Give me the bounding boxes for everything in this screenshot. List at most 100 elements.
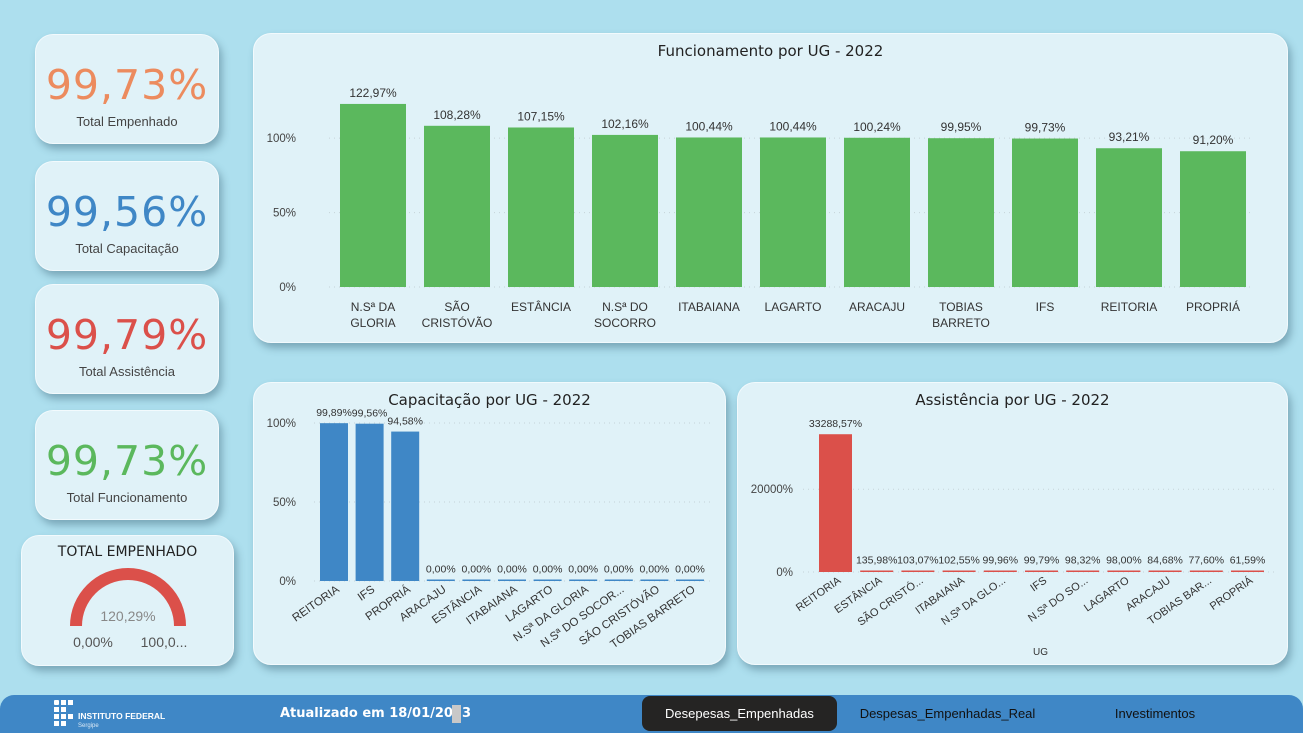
- x-tick-label: PROPRIÁ: [1186, 299, 1240, 314]
- funcionamento-bar-chart: 0% 50% 100% 122,97% N.Sª DA GLORIA 108,28% SÃOC…: [267, 86, 1254, 330]
- bar[interactable]: [391, 431, 420, 581]
- bar[interactable]: [462, 579, 491, 582]
- y-tick-label: 20000%: [751, 484, 793, 496]
- bar[interactable]: [760, 137, 826, 287]
- bar[interactable]: [498, 579, 526, 582]
- kpi-value: 99,79%: [45, 311, 209, 359]
- bar[interactable]: [426, 579, 455, 582]
- x-tick-label: IFS: [1028, 575, 1049, 595]
- x-tick-label: GLORIA: [350, 316, 395, 330]
- x-tick-label: LAGARTO: [1082, 574, 1132, 614]
- bar[interactable]: [928, 138, 994, 287]
- data-label: 100,44%: [685, 119, 733, 133]
- bar[interactable]: [640, 579, 669, 582]
- bar[interactable]: [983, 570, 1017, 573]
- tab-despesas-empenhadas-real[interactable]: Despesas_Empenhadas_Real: [859, 706, 1036, 721]
- bar[interactable]: [819, 434, 852, 572]
- data-label: 102,55%: [938, 555, 979, 567]
- bar[interactable]: [1107, 570, 1141, 573]
- data-label: 91,20%: [1193, 133, 1234, 147]
- kpi-card-total-capacitacao: 99,56% Total Capacitação: [35, 161, 219, 271]
- bar[interactable]: [1066, 570, 1100, 573]
- bar[interactable]: [424, 125, 490, 287]
- data-label: 100,24%: [853, 120, 901, 134]
- data-label: 99,89%: [316, 407, 352, 419]
- bar[interactable]: [1189, 570, 1223, 573]
- bar[interactable]: [1096, 148, 1162, 287]
- y-tick-label: 50%: [273, 208, 296, 220]
- gauge-card: TOTAL EMPENHADO 120,29% 0,00% 100,0...: [21, 535, 234, 666]
- kpi-label: Total Empenhado: [76, 114, 178, 129]
- kpi-label: Total Assistência: [78, 364, 176, 379]
- data-label: 0,00%: [604, 564, 634, 576]
- bar[interactable]: [1012, 138, 1078, 287]
- cursor-marker: [452, 705, 461, 723]
- x-tick-label: BARRETO: [932, 316, 990, 330]
- data-label: 122,97%: [349, 86, 397, 100]
- y-tick-label: 0%: [776, 567, 793, 579]
- data-label: 77,60%: [1188, 555, 1224, 567]
- x-tick-label: PROPRIÁ: [1207, 573, 1256, 612]
- x-tick-label: LAGARTO: [765, 300, 822, 314]
- gauge-min-label: 0,00%: [73, 634, 113, 650]
- funcionamento-chart-card: Funcionamento por UG - 2022 0% 50% 100% 122…: [253, 33, 1288, 343]
- x-tick-label: ESTÂNCIA: [511, 299, 571, 314]
- y-tick-label: 100%: [267, 418, 296, 430]
- data-label: 100,44%: [769, 119, 817, 133]
- gauge-max-label: 100,0...: [141, 634, 188, 650]
- data-label: 99,96%: [982, 555, 1018, 567]
- bar[interactable]: [1180, 151, 1246, 287]
- bar[interactable]: [320, 423, 348, 581]
- bar[interactable]: [569, 579, 598, 582]
- bar[interactable]: [340, 103, 406, 287]
- data-label: 99,73%: [1025, 121, 1066, 135]
- bar[interactable]: [942, 570, 976, 573]
- data-label: 99,79%: [1024, 555, 1060, 567]
- data-label: 103,07%: [897, 555, 938, 567]
- data-label: 99,95%: [941, 120, 982, 134]
- data-label: 135,98%: [856, 555, 897, 567]
- data-label: 0,00%: [675, 564, 705, 576]
- x-tick-label: REITORIA: [1101, 300, 1157, 314]
- x-tick-label: ITABAIANA: [678, 300, 740, 314]
- gauge-value-label: 120,29%: [100, 608, 155, 624]
- data-label: 98,00%: [1106, 555, 1142, 567]
- data-label: 0,00%: [462, 564, 492, 576]
- bar[interactable]: [676, 137, 742, 287]
- bar[interactable]: [676, 579, 704, 582]
- kpi-card-total-empenhado: 99,73% Total Empenhado: [35, 34, 219, 144]
- bar[interactable]: [1231, 570, 1264, 573]
- data-label: 93,21%: [1109, 130, 1150, 144]
- data-label: 33288,57%: [809, 418, 862, 430]
- bar[interactable]: [533, 579, 562, 582]
- tab-desepesas-empenhadas[interactable]: Desepesas_Empenhadas: [642, 696, 837, 731]
- gauge-arc: [70, 568, 186, 626]
- bar[interactable]: [1148, 570, 1182, 573]
- bar[interactable]: [592, 134, 658, 287]
- bar[interactable]: [508, 127, 574, 287]
- gauge-chart: 120,29% 0,00% 100,0...: [70, 568, 188, 650]
- x-tick-label: SOCORRO: [594, 316, 656, 330]
- data-label: 0,00%: [640, 564, 670, 576]
- bar[interactable]: [1025, 570, 1058, 573]
- chart-title: Capacitação por UG - 2022: [388, 391, 591, 409]
- last-updated-text: Atualizado em 18/01/2023: [280, 706, 472, 721]
- data-label: 107,15%: [517, 109, 565, 123]
- data-label: 0,00%: [533, 564, 563, 576]
- x-tick-label: N.Sª DO: [602, 300, 648, 314]
- assistencia-chart-card: Assistência por UG - 2022 0% 20000% 33288,…: [737, 382, 1288, 665]
- data-label: 61,59%: [1230, 555, 1266, 567]
- x-axis-title: UG: [1033, 647, 1048, 658]
- tab-investimentos[interactable]: Investimentos: [1114, 706, 1196, 721]
- bar[interactable]: [355, 423, 384, 581]
- y-tick-label: 0%: [279, 576, 296, 588]
- bar[interactable]: [901, 570, 935, 573]
- capacitacao-chart-card: Capacitação por UG - 2022 0% 50% 100% 99,89…: [253, 382, 726, 665]
- gauge-title: TOTAL EMPENHADO: [57, 544, 198, 560]
- bar[interactable]: [604, 579, 633, 582]
- y-tick-label: 50%: [273, 497, 296, 509]
- bar[interactable]: [844, 137, 910, 287]
- kpi-value: 99,56%: [45, 188, 209, 236]
- y-tick-label: 100%: [267, 133, 296, 145]
- bar[interactable]: [860, 570, 894, 573]
